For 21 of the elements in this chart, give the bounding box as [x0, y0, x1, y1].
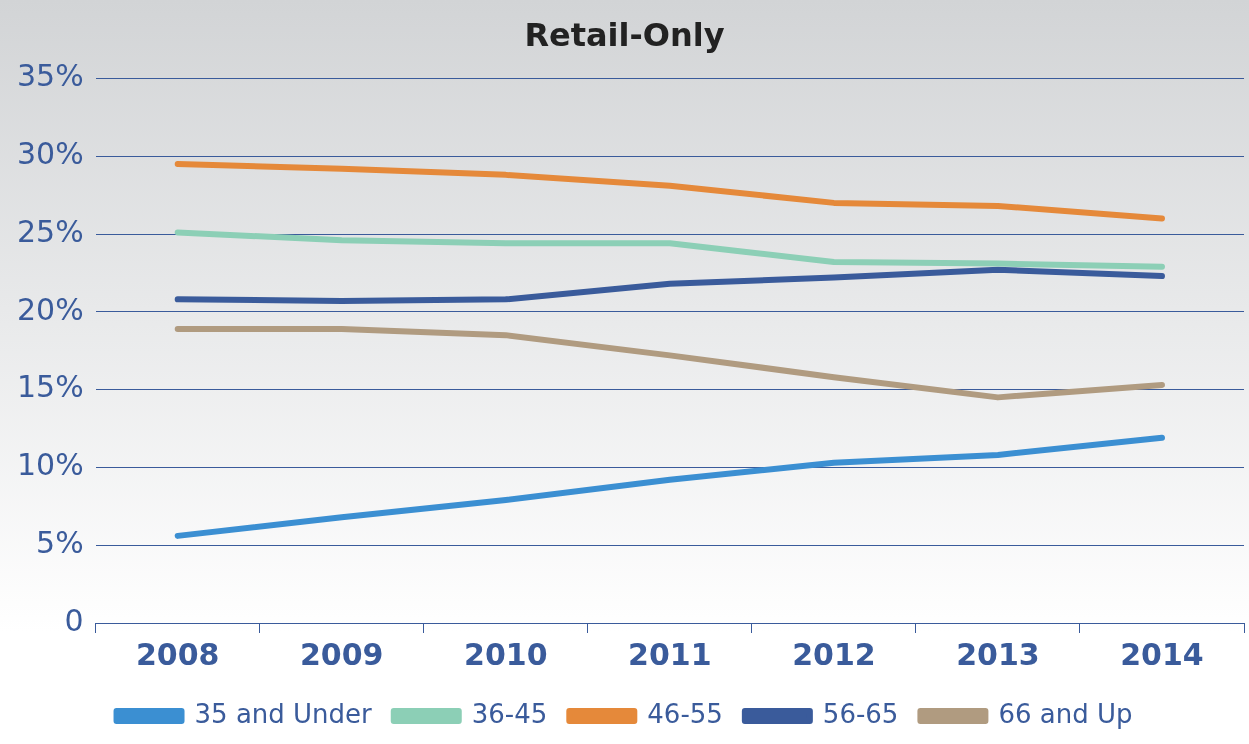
x-tick-label: 2014 [1120, 636, 1204, 672]
legend-label: 36-45 [471, 698, 548, 729]
y-tick-label: 15% [16, 369, 84, 405]
x-tick-label: 2011 [628, 636, 712, 672]
legend-label: 66 and Up [998, 698, 1133, 729]
y-tick-label: 5% [36, 525, 84, 560]
legend-label: 46-55 [647, 698, 723, 729]
x-tick-label: 2012 [792, 636, 876, 672]
chart-title: Retail-Only [524, 15, 725, 54]
y-tick-label: 25% [16, 213, 84, 249]
legend-label: 56-65 [822, 698, 899, 729]
x-tick-label: 2009 [300, 636, 384, 672]
y-tick-label: 20% [16, 291, 84, 327]
y-tick-label: 10% [16, 447, 84, 483]
y-tick-label: 30% [16, 136, 84, 171]
x-tick-label: 2013 [956, 636, 1040, 672]
x-tick-label: 2008 [135, 636, 220, 672]
legend-label: 35 and Under [194, 698, 373, 729]
y-tick-label: 0 [64, 602, 84, 638]
y-tick-label: 35% [16, 58, 84, 94]
x-tick-label: 2010 [464, 636, 548, 672]
